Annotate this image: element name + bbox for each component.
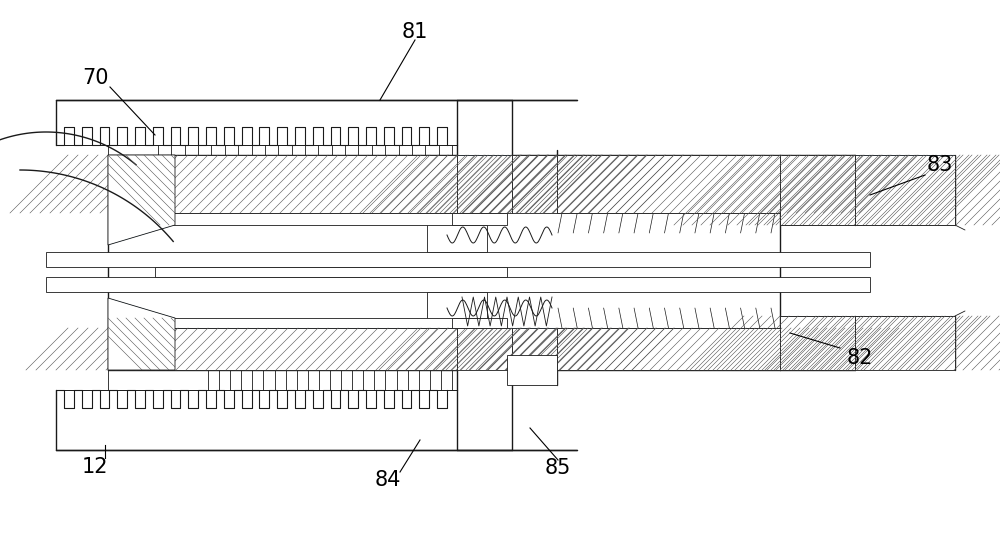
Bar [780,155,855,225]
Polygon shape [108,298,175,370]
Bar [108,328,457,370]
Polygon shape [108,155,175,245]
Text: 85: 85 [545,458,571,478]
Bar [855,316,955,370]
Bar [855,155,955,225]
Bar [557,328,780,370]
Bar [855,155,955,225]
Bar [46,277,870,292]
Text: 70: 70 [82,68,108,88]
Text: 12: 12 [82,457,108,477]
Bar [108,155,457,213]
Bar [512,155,557,213]
Bar [457,328,512,370]
Bar [507,355,557,385]
Text: 83: 83 [927,155,953,175]
Bar [457,155,512,213]
Bar [457,328,512,370]
Bar [780,316,855,370]
Text: 82: 82 [847,348,873,368]
Bar [108,328,457,370]
Polygon shape [108,155,175,245]
Text: 84: 84 [375,470,401,490]
Bar [512,328,557,370]
Bar [457,155,512,213]
Bar [452,318,507,328]
Bar [780,316,855,370]
Bar [452,213,507,225]
Bar [427,225,487,252]
Bar [108,155,457,213]
Bar [855,316,955,370]
Bar [557,328,780,370]
Bar [46,252,870,267]
Bar [512,155,557,213]
Bar [512,328,557,370]
Bar [780,155,855,225]
Polygon shape [108,298,175,370]
Bar [557,155,780,213]
Bar [557,155,780,213]
Bar [155,267,507,277]
Bar [427,292,487,318]
Text: 81: 81 [402,22,428,42]
